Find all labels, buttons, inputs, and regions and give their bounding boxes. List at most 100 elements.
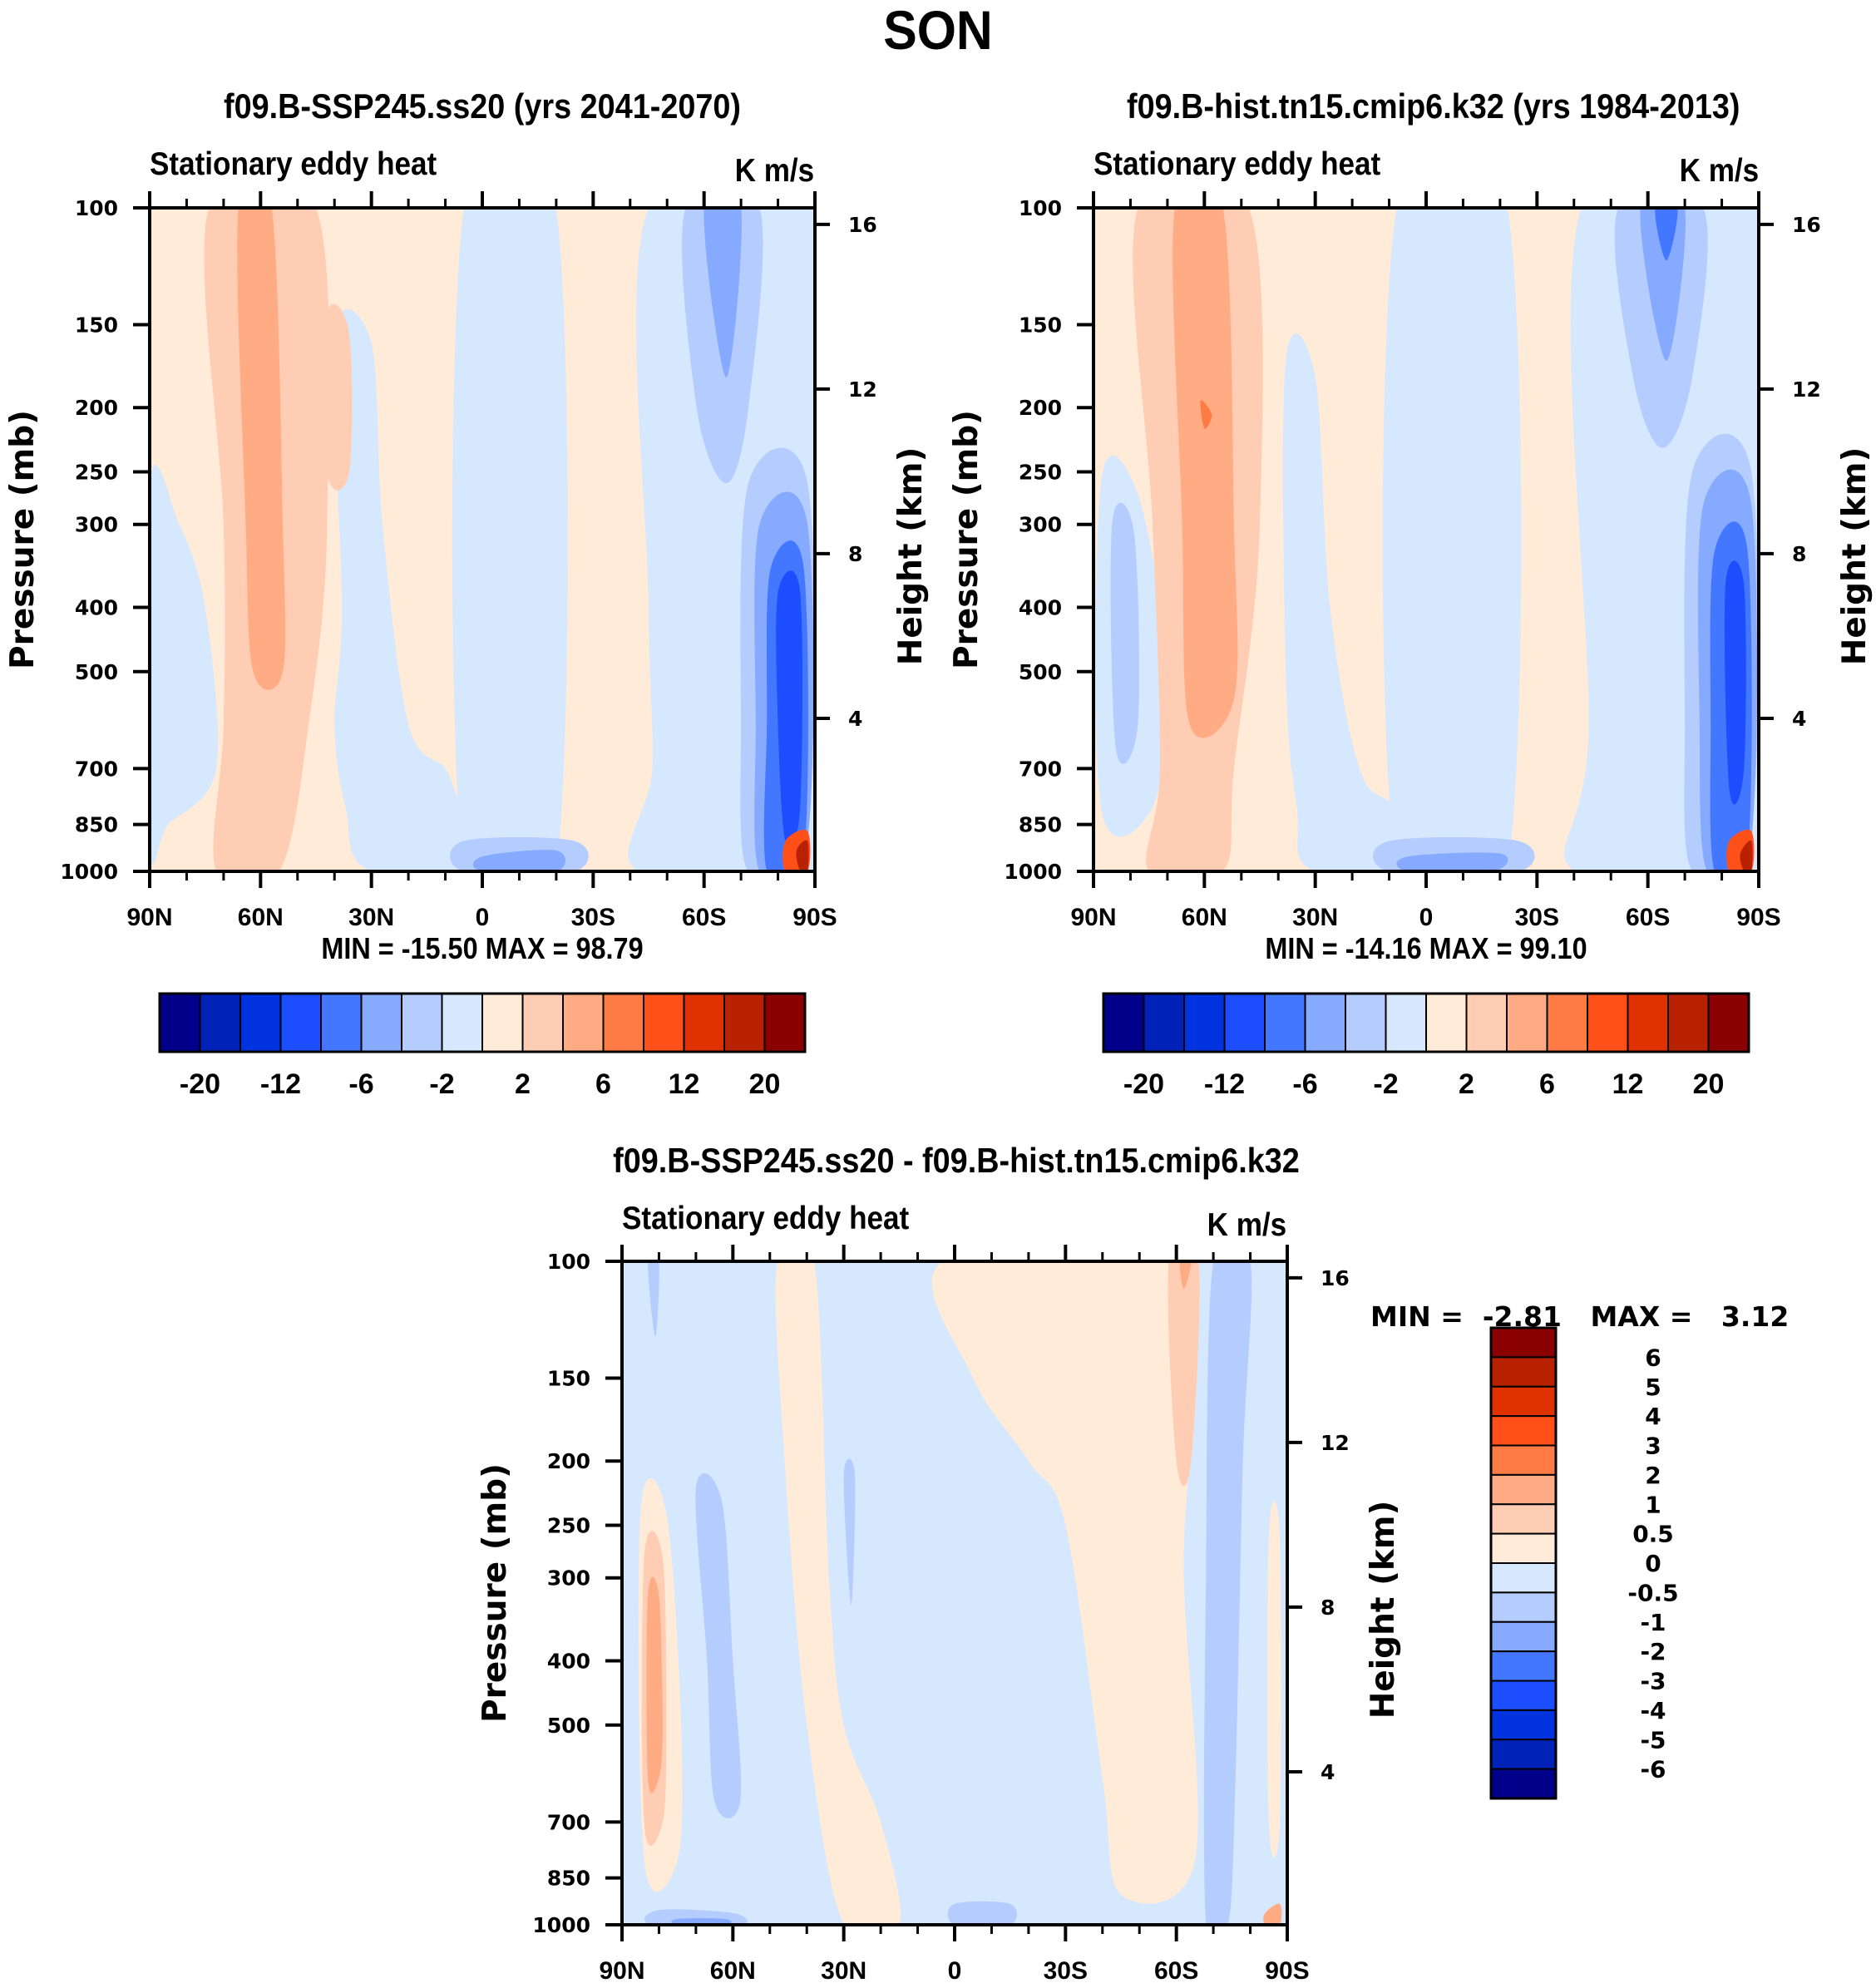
contour-region-8 [1200,400,1212,429]
contour-region-9 [648,1261,659,1337]
colorbar-box [360,993,402,1053]
colorbar-label: 6 [595,1068,611,1100]
colorbar-box [1490,1709,1557,1741]
contour-region-2 [931,1261,1198,1904]
contour-region-19 [1740,840,1753,871]
colorbar-box [683,993,725,1053]
contour-region-15 [1724,560,1746,805]
contour-region-3 [333,308,522,871]
x-tick-label: 60S [682,904,726,931]
x-tick-label: 0 [948,1957,962,1983]
colorbar-label: -6 [1640,1756,1666,1783]
colorbar-box [401,993,443,1053]
colorbar-label: -5 [1640,1726,1666,1754]
colorbar-box [1490,1532,1557,1564]
colorbar-box [1707,993,1750,1053]
y-right-tick-label: 4 [1792,707,1806,731]
colorbar-box [1490,1444,1557,1476]
x-tick-label: 90N [599,1957,644,1983]
colorbar-label: 3 [1645,1433,1661,1460]
x-tick-label: 30S [571,904,615,931]
contour-region-16 [1263,1903,1282,1925]
y-tick-label: 500 [1019,660,1062,684]
contour-region-5 [646,1576,663,1793]
y-tick-label: 850 [75,813,118,837]
figure-title: SON [883,0,993,61]
colorbar-label: 6 [1645,1344,1661,1371]
colorbar-box [1304,993,1346,1053]
y-right-tick-label: 16 [1792,213,1821,237]
y-tick-label: 300 [547,1566,590,1591]
y-tick-label: 850 [547,1867,590,1891]
panel-2-minmax: MIN = -14.16 MAX = 99.10 [1265,931,1587,965]
y-tick-label: 700 [75,757,118,781]
colorbar-box [1506,993,1548,1053]
colorbar-label: 12 [1612,1068,1644,1100]
y-tick-label: 250 [1019,461,1062,485]
colorbar-box [320,993,363,1053]
y-tick-label: 100 [547,1250,590,1274]
colorbar-box [1490,1739,1557,1770]
contour-region-11 [843,1458,856,1606]
colorbar-box [562,993,605,1053]
x-tick-label: 60S [1154,1957,1198,1983]
y-right-tick-label: 4 [1321,1760,1335,1784]
panel-2-colorbar: -20 -12 -6 -2 2 6 12 20 [1102,992,1750,1100]
panel-1: 90N 60N 30N 0 30S 60S 90S 100 150 200 250 300 400 500… [4,191,930,1100]
y-right-axis-title: Height (km) [1836,447,1874,666]
colorbar-box [1490,1591,1557,1623]
colorbar-label: -2 [1640,1638,1666,1665]
y-tick-label: 150 [75,313,118,338]
panel-1-title: f09.B-SSP245.ss20 (yrs 2041-2070) [223,86,742,126]
panel-3-left-string: Stationary eddy heat [622,1201,910,1236]
y-right-tick-label: 8 [848,542,862,566]
contour-region-15 [472,850,566,871]
y-tick-label: 1000 [1004,860,1062,884]
panel-2: 90N 60N 30N 0 30S 60S 90S 100 150 200 250 300 400 500… [948,191,1874,1100]
colorbar-box [1264,993,1306,1053]
colorbar-box [1627,993,1669,1053]
colorbar-box [602,993,644,1053]
y-tick-label: 400 [547,1649,590,1673]
colorbar-label: -12 [1204,1068,1245,1100]
y-right-tick-label: 16 [848,213,877,237]
colorbar-label: 12 [669,1068,700,1100]
contour-region-4 [1282,333,1465,871]
y-right-axis-title: Height (km) [1365,1501,1402,1719]
y-tick-label: 100 [1019,196,1062,220]
y-tick-label: 400 [1019,595,1062,619]
panel-2-units: K m/s [1679,153,1759,189]
colorbar-label: 5 [1645,1374,1661,1401]
y-tick-label: 300 [1019,513,1062,537]
y-right-tick-label: 12 [848,377,877,402]
colorbar-box [1667,993,1710,1053]
colorbar-box [1385,993,1427,1053]
colorbar-box [1490,1356,1557,1388]
contour-region-2 [150,464,219,866]
y-tick-label: 850 [1019,813,1062,837]
contour-region-1 [775,1261,901,1925]
contour-region-10 [1640,208,1686,361]
y-tick-label: 300 [75,513,118,537]
x-tick-label: 30N [1292,904,1338,931]
max-text: MAX = [1590,1300,1693,1333]
colorbar-frame [1102,992,1750,1053]
colorbar-label: 2 [1459,1068,1474,1100]
colorbar-box [1490,1562,1557,1594]
contour-region-14 [947,1901,1018,1925]
colorbar-label: 20 [749,1068,781,1100]
colorbar-box [1183,993,1226,1053]
colorbar-label: -12 [260,1068,301,1100]
x-tick-label: 60N [710,1957,756,1983]
panel-2-title: f09.B-hist.tn15.cmip6.k32 (yrs 1984-2013… [1127,86,1740,126]
colorbar-box [1490,1385,1557,1418]
colorbar-box [1425,993,1468,1053]
y-tick-label: 500 [547,1714,590,1738]
colorbar-box [1490,1768,1557,1799]
x-tick-label: 30N [821,1957,866,1983]
contour-region-6 [1168,1261,1200,1487]
colorbar-label: 1 [1645,1491,1661,1518]
colorbar-label: -20 [1123,1068,1164,1100]
colorbar-box [481,993,524,1053]
x-tick-label: 90S [792,904,837,931]
